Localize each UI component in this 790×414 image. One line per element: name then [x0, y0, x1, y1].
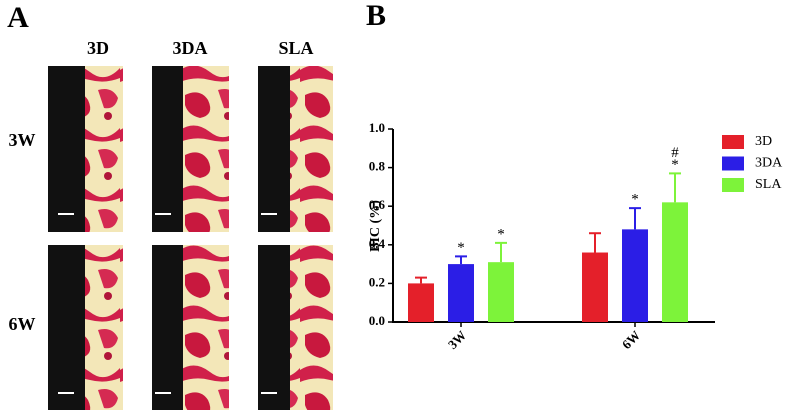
y-tick-label: 0.8 [369, 159, 386, 174]
bar [448, 264, 474, 322]
histology-image [48, 245, 123, 410]
row-label: 3W [9, 130, 36, 150]
legend-label: SLA [755, 177, 782, 192]
column-label: 3D [87, 38, 109, 58]
y-tick-label: 0.0 [369, 313, 385, 328]
legend-label: 3D [755, 134, 772, 149]
significance-marker: * [497, 226, 505, 242]
bar [488, 262, 514, 322]
column-label: 3DA [173, 38, 208, 58]
legend-swatch [722, 156, 744, 171]
y-tick-label: 0.2 [369, 274, 385, 289]
panel-label: A [7, 1, 29, 34]
legend-label: 3DA [755, 156, 783, 171]
legend-swatch [722, 178, 744, 192]
significance-marker: * [671, 157, 679, 173]
y-axis-label: BIC (%) [368, 200, 383, 252]
legend-swatch [722, 135, 744, 149]
bar [622, 229, 648, 322]
panel-a: A 3D 3DA SLA 3W 6W [7, 1, 333, 410]
bar [408, 283, 434, 322]
panel-label: B [366, 0, 386, 32]
x-tick-label: 3W [445, 328, 469, 352]
y-tick-label: 1.0 [369, 120, 385, 135]
histology-image [152, 66, 229, 232]
significance-marker: * [457, 240, 465, 256]
x-tick-label: 6W [619, 328, 643, 352]
bar [582, 252, 608, 322]
column-label: SLA [278, 38, 313, 58]
y-tick-label: 0.4 [369, 236, 386, 251]
histology-image [48, 66, 123, 232]
row-label: 6W [9, 314, 36, 334]
y-tick-label: 0.6 [369, 197, 386, 212]
significance-marker: # [671, 145, 679, 161]
bar [662, 202, 688, 322]
histology-image [258, 245, 333, 410]
histology-image [152, 245, 229, 410]
histology-image [258, 66, 333, 232]
significance-marker: * [631, 192, 639, 208]
